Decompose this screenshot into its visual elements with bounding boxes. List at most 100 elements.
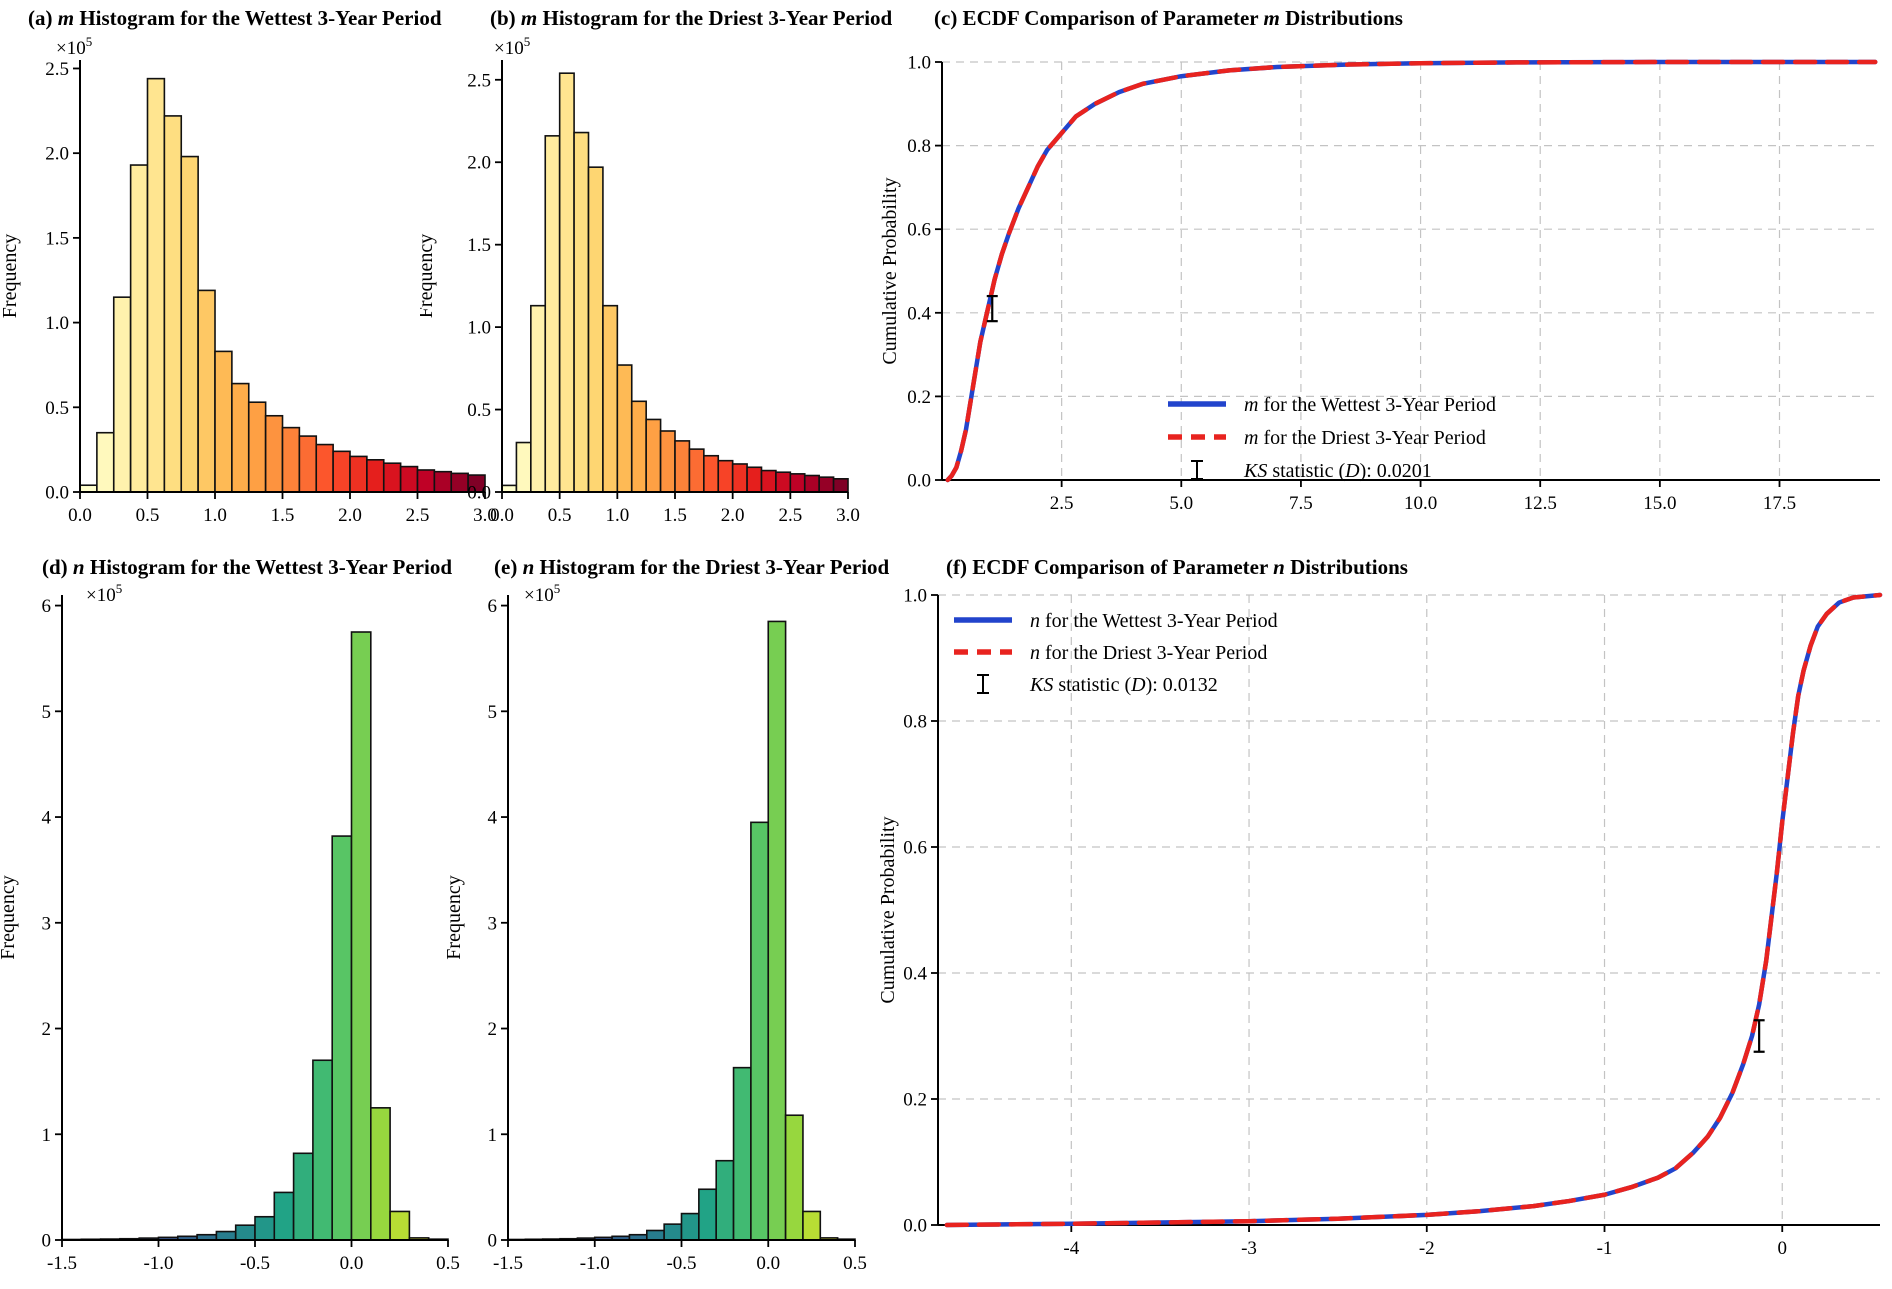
- x-tick-label: 0.0: [490, 505, 514, 526]
- x-tick-label: 1.5: [271, 505, 295, 526]
- histogram-bar: [382, 462, 402, 493]
- title-parameter: n: [72, 555, 85, 579]
- legend: n for the Wettest 3-Year Period n for the…: [954, 610, 1278, 696]
- x-tick-label: 1.0: [203, 505, 227, 526]
- y-tick-label: 2: [488, 1019, 498, 1040]
- x-tick-label: 2.0: [721, 505, 745, 526]
- y-tick-label: 0.5: [45, 398, 69, 419]
- title-index: (f) ECDF Comparison of Parameter: [946, 555, 1268, 579]
- axes: 2.5 5.0 7.5 10.0 12.5 15.0 17.5 0.0 0.2 0.4 0.6 0.8…: [880, 53, 1880, 514]
- panel-d-plot: -1.5 -1.0 -0.5 0.0 0.5 0 1 2 3 4 5 6 Frequency ×105: [0, 581, 460, 1274]
- histogram-bar: [264, 414, 284, 493]
- axes: -1.5 -1.0 -0.5 0.0 0.5 0 1 2 3 4 5 6 Frequency: [0, 595, 460, 1274]
- x-tick-label: 2.5: [1050, 493, 1074, 514]
- panel-b-plot: 0.0 0.5 1.0 1.5 2.0 2.5 3.00.00.51.01.52.02.5F…: [420, 34, 860, 526]
- y-tick-label: 0.4: [903, 964, 927, 985]
- histogram-bar: [180, 155, 199, 493]
- y-axis-label: Frequency: [0, 234, 21, 318]
- histogram-bar: [292, 1152, 314, 1241]
- y-axis-offset-label: ×105: [56, 34, 92, 59]
- histogram-bar: [715, 1159, 735, 1241]
- y-axis-label: Frequency: [0, 875, 19, 959]
- y-axis-label: Cumulative Probability: [880, 816, 899, 1003]
- y-axis-label: Frequency: [420, 234, 437, 318]
- y-tick-label: 0.5: [467, 400, 491, 421]
- x-tick-label: 0.5: [548, 505, 572, 526]
- histogram-bar: [146, 77, 166, 493]
- x-tick-label: 1.0: [605, 505, 629, 526]
- x-tick-label: -1.0: [580, 1253, 610, 1274]
- legend-label: m for the Wettest 3-Year Period: [1244, 394, 1496, 416]
- y-axis-label: Frequency: [443, 875, 465, 959]
- x-tick-label: -3: [1241, 1238, 1257, 1259]
- histogram-bar: [281, 426, 301, 493]
- title-text: Histogram for the Driest 3-Year Period: [534, 555, 890, 579]
- x-tick-label: 0.0: [340, 1253, 364, 1274]
- histogram-bar: [784, 1114, 804, 1241]
- y-tick-label: 2.5: [45, 59, 69, 80]
- histogram-bar: [515, 441, 532, 493]
- x-tick-label: 0.0: [756, 1253, 780, 1274]
- axes: 0.0 0.5 1.0 1.5 2.0 2.5 3.00.00.51.01.52.02.5F…: [0, 59, 497, 526]
- title-parameter: m: [57, 6, 75, 30]
- histogram-bar: [544, 135, 561, 493]
- histogram-bar: [112, 296, 132, 493]
- panel-c: (c) ECDF Comparison of Parameter m Distr…: [880, 0, 1892, 549]
- histogram-bar: [587, 166, 604, 493]
- y-axis-offset-label: ×105: [86, 581, 122, 606]
- histogram-bar: [273, 1191, 295, 1241]
- x-tick-label: 5.0: [1169, 493, 1193, 514]
- x-tick-label: 3.0: [836, 505, 860, 526]
- y-tick-label: 2.5: [467, 70, 491, 91]
- legend-errorbar-sample: [1191, 460, 1203, 480]
- panel-a-title: (a) m Histogram for the Wettest 3-Year P…: [28, 6, 442, 31]
- x-tick-label: -2: [1419, 1238, 1435, 1259]
- histogram-bar: [350, 631, 372, 1241]
- histogram-bar: [832, 478, 849, 493]
- title-text: Histogram for the Wettest 3-Year Period: [84, 555, 453, 579]
- histogram-bar: [616, 364, 633, 493]
- y-axis-label: Cumulative Probability: [880, 177, 901, 364]
- histogram-bars: [501, 72, 849, 493]
- histogram-bar: [674, 440, 691, 493]
- x-tick-label: 0: [1777, 1238, 1787, 1259]
- legend: m for the Wettest 3-Year Period m for the…: [1168, 394, 1496, 482]
- histogram-bar: [717, 459, 734, 493]
- histogram-bar: [163, 115, 183, 493]
- histogram-bar: [750, 821, 770, 1241]
- ecdf-curve-driest: [945, 59, 1878, 483]
- histogram-bar: [197, 289, 216, 493]
- panel-d: (d) n Histogram for the Wettest 3-Year P…: [0, 549, 460, 1289]
- x-tick-label: -1: [1597, 1238, 1613, 1259]
- y-tick-label: 2: [42, 1019, 52, 1040]
- histogram-bar: [746, 466, 763, 493]
- histogram-bar: [802, 1210, 822, 1241]
- legend-errorbar-sample: [977, 674, 989, 694]
- histogram-bar: [789, 473, 806, 493]
- histogram-bar: [663, 1223, 683, 1241]
- panel-f-title: (f) ECDF Comparison of Parameter n Distr…: [946, 555, 1408, 580]
- x-tick-label: 3.0: [473, 505, 497, 526]
- legend-label: KS statistic (D): 0.0132: [1029, 674, 1218, 696]
- y-tick-label: 1.5: [467, 235, 491, 256]
- y-tick-label: 1: [42, 1125, 52, 1146]
- x-tick-label: 12.5: [1524, 493, 1557, 514]
- legend-label: m for the Driest 3-Year Period: [1244, 427, 1486, 449]
- y-tick-label: 0.0: [45, 483, 69, 504]
- y-tick-label: 0.0: [903, 1216, 927, 1237]
- title-parameter: m: [520, 6, 538, 30]
- histogram-bar: [369, 1107, 391, 1241]
- histogram-bar: [96, 431, 115, 493]
- histogram-bar: [215, 1230, 237, 1241]
- ks-statistic-marker: [986, 294, 998, 323]
- y-axis-offset-label: ×105: [524, 581, 560, 606]
- axes: 0.0 0.5 1.0 1.5 2.0 2.5 3.00.00.51.01.52.02.5F…: [420, 60, 860, 526]
- histogram-bar: [312, 1059, 333, 1241]
- x-tick-label: 17.5: [1763, 493, 1796, 514]
- x-tick-label: -4: [1063, 1238, 1079, 1259]
- title-text: Histogram for the Wettest 3-Year Period: [74, 6, 442, 30]
- y-tick-label: 0.2: [907, 387, 931, 408]
- histogram-bar: [389, 1210, 411, 1241]
- histogram-bar: [602, 304, 619, 493]
- x-tick-label: -1.5: [493, 1253, 523, 1274]
